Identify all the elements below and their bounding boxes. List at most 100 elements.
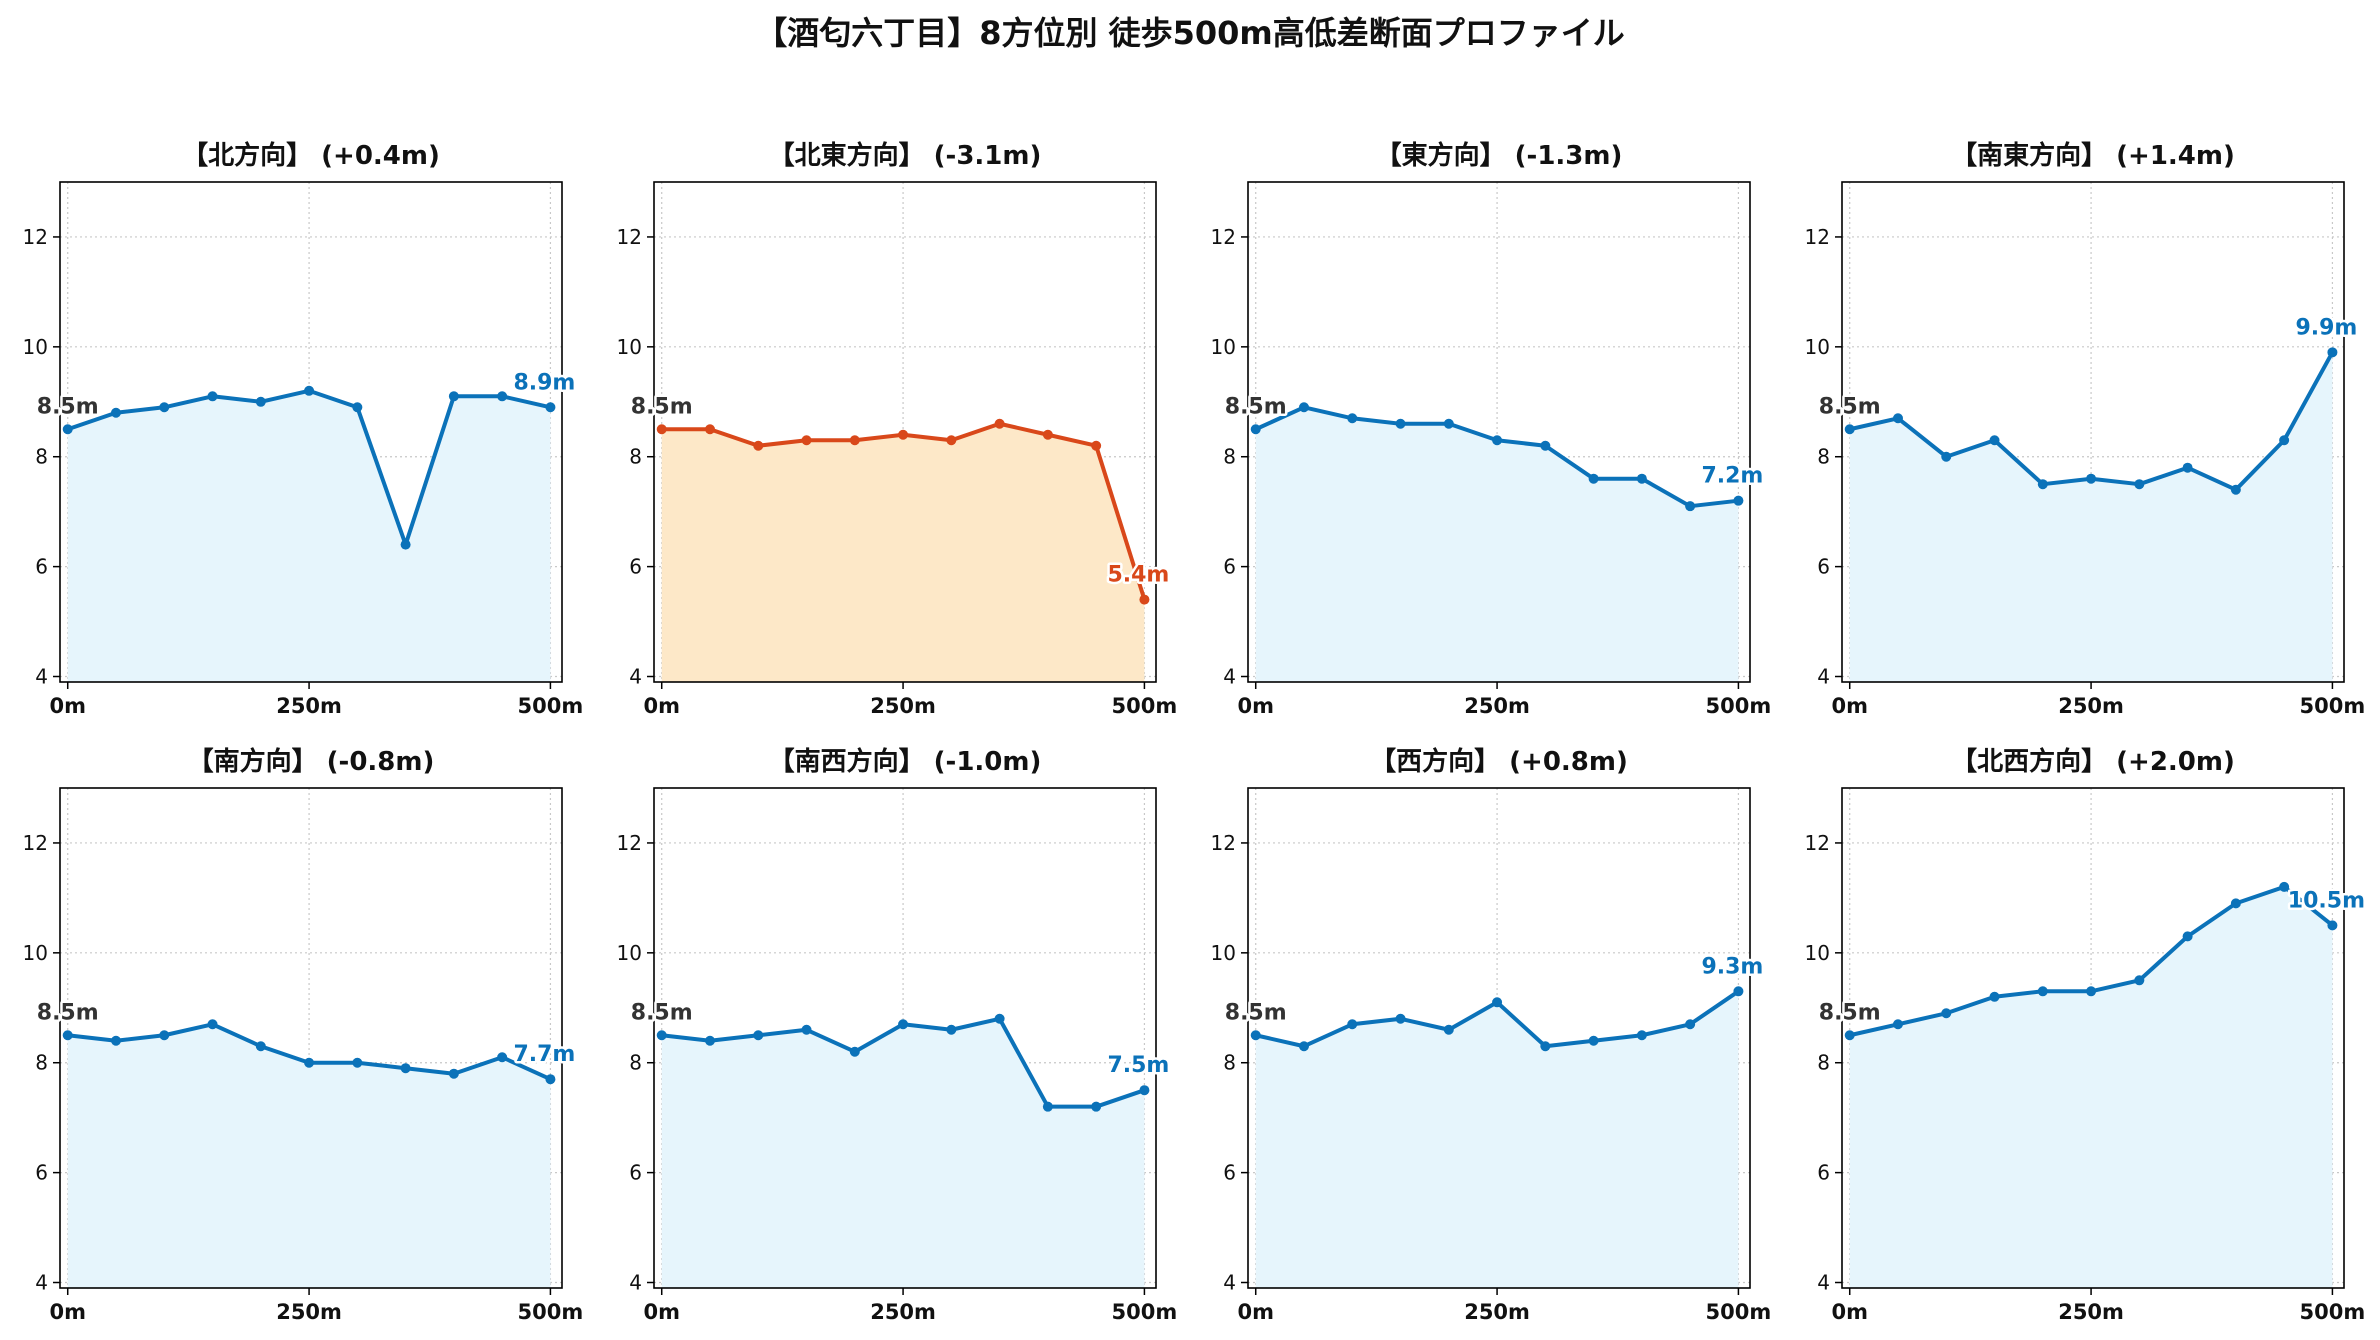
y-tick-label: 6 [629, 1161, 642, 1185]
data-point [849, 1046, 860, 1057]
plot-frame [653, 181, 1157, 683]
data-point [159, 402, 170, 413]
y-tick-label: 12 [23, 831, 48, 855]
x-tick-label: 250m [1464, 1300, 1530, 1324]
data-point [2086, 473, 2097, 484]
data-point [801, 1024, 812, 1035]
x-tick-label: 250m [276, 694, 342, 718]
y-tick-label: 6 [35, 1161, 48, 1185]
data-point [1443, 418, 1454, 429]
x-tick-label: 250m [276, 1300, 342, 1324]
data-point [1844, 1030, 1855, 1041]
start-value-label: 8.5m [37, 394, 99, 419]
subplot-title: 【南方向】 (-0.8m) [188, 746, 435, 777]
data-point [753, 1030, 764, 1041]
y-tick-label: 4 [629, 665, 642, 689]
subplot-7: 【西方向】 (+0.8m) 0m 250m 500m 4 6 8 10 12 8.5m 9.3m [1211, 746, 1772, 1324]
subplot-2: 【北東方向】 (-3.1m) 0m 250m 500m 4 6 8 10 12 8.5m 5.4m [617, 140, 1178, 718]
x-tick-label: 0m [1831, 1300, 1868, 1324]
data-point [2086, 986, 2097, 997]
x-tick-label: 250m [870, 694, 936, 718]
x-tick-label: 500m [1112, 694, 1178, 718]
x-tick-label: 0m [49, 1300, 86, 1324]
data-point [1298, 1041, 1309, 1052]
subplot-title: 【西方向】 (+0.8m) [1370, 746, 1628, 777]
series-area [1255, 407, 1739, 682]
data-point [994, 1013, 1005, 1024]
end-value-label: 7.5m [1107, 1053, 1169, 1078]
y-tick-label: 4 [1817, 1271, 1830, 1295]
data-point [1091, 1101, 1102, 1112]
subplot-title: 【東方向】 (-1.3m) [1376, 140, 1623, 171]
data-point [1892, 413, 1903, 424]
data-point [1989, 991, 2000, 1002]
figure-title: 【酒匂六丁目】8方位別 徒歩500m高低差断面プロファイル [755, 14, 1625, 52]
data-point [849, 435, 860, 446]
data-point [207, 391, 218, 402]
y-tick-label: 10 [1211, 335, 1236, 359]
y-tick-label: 4 [1223, 1271, 1236, 1295]
data-point [898, 429, 909, 440]
data-point [2037, 479, 2048, 490]
y-tick-label: 8 [1223, 1051, 1236, 1075]
y-tick-label: 4 [35, 1271, 48, 1295]
data-point [1250, 424, 1261, 435]
x-tick-label: 500m [518, 694, 584, 718]
start-value-label: 8.5m [1819, 394, 1881, 419]
y-tick-label: 10 [23, 941, 48, 965]
plot-frame [59, 181, 563, 683]
y-tick-label: 8 [1817, 1051, 1830, 1075]
plot-frame [1841, 181, 2345, 683]
x-tick-label: 500m [1706, 694, 1772, 718]
end-value-label: 7.7m [513, 1042, 575, 1067]
data-point [656, 1030, 667, 1041]
x-tick-label: 250m [1464, 694, 1530, 718]
data-point [448, 1068, 459, 1079]
y-tick-label: 12 [617, 831, 642, 855]
data-point [2134, 479, 2145, 490]
y-tick-label: 10 [617, 335, 642, 359]
subplot-6: 【南西方向】 (-1.0m) 0m 250m 500m 4 6 8 10 12 8.5m 7.5m [617, 746, 1178, 1324]
data-point [1347, 413, 1358, 424]
y-tick-label: 6 [35, 555, 48, 579]
y-tick-label: 8 [629, 445, 642, 469]
data-point [1250, 1030, 1261, 1041]
end-value-label: 7.2m [1701, 464, 1763, 489]
data-point [352, 402, 363, 413]
data-point [994, 418, 1005, 429]
data-point [1989, 435, 2000, 446]
y-tick-label: 12 [617, 225, 642, 249]
data-point [1636, 473, 1647, 484]
x-tick-label: 0m [1237, 1300, 1274, 1324]
data-point [1298, 402, 1309, 413]
y-tick-label: 12 [23, 225, 48, 249]
series-area [67, 1024, 551, 1288]
y-tick-label: 6 [1223, 555, 1236, 579]
x-tick-label: 0m [1237, 694, 1274, 718]
start-value-label: 8.5m [1225, 1000, 1287, 1025]
data-point [545, 1074, 556, 1085]
start-value-label: 8.5m [1819, 1000, 1881, 1025]
data-point [110, 407, 121, 418]
x-tick-label: 0m [1831, 694, 1868, 718]
x-tick-label: 0m [643, 694, 680, 718]
series-area [661, 1018, 1145, 1288]
data-point [1733, 495, 1744, 506]
data-point [1685, 501, 1696, 512]
y-tick-label: 4 [35, 665, 48, 689]
y-tick-label: 4 [629, 1271, 642, 1295]
data-point [110, 1035, 121, 1046]
x-tick-label: 250m [2058, 1300, 2124, 1324]
data-point [2327, 920, 2338, 931]
y-tick-label: 4 [1223, 665, 1236, 689]
plot-frame [1247, 181, 1751, 683]
data-point [2279, 435, 2290, 446]
data-point [1636, 1030, 1647, 1041]
data-point [1395, 418, 1406, 429]
start-value-label: 8.5m [37, 1000, 99, 1025]
start-value-label: 8.5m [631, 394, 693, 419]
plot-frame [1247, 787, 1751, 1289]
x-tick-label: 500m [2300, 1300, 2366, 1324]
